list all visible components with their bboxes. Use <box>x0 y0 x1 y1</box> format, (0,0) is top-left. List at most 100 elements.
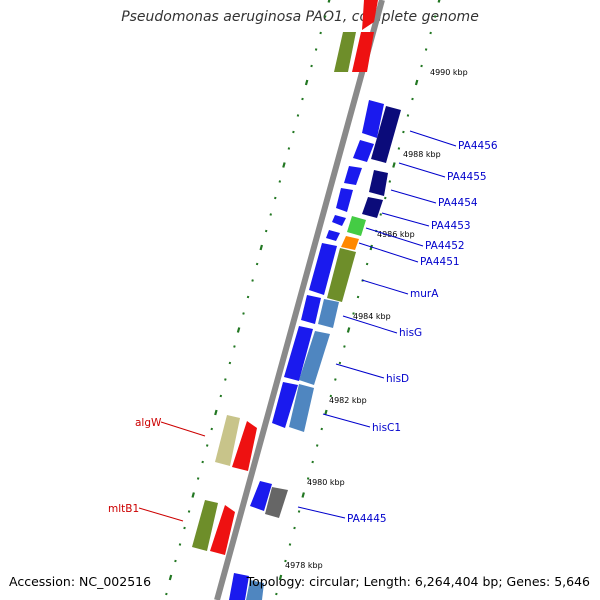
gene-feature[interactable] <box>272 382 298 428</box>
gene-feature[interactable] <box>332 215 346 226</box>
gene-feature[interactable] <box>369 170 388 196</box>
gene-feature[interactable] <box>309 243 337 295</box>
gene-label[interactable]: PA4456 <box>458 140 498 152</box>
tick-mark <box>210 427 213 431</box>
tick-label: 4986 kbp <box>377 230 415 239</box>
gene-feature[interactable] <box>210 505 235 555</box>
gene-feature[interactable] <box>362 0 378 30</box>
gene-feature[interactable] <box>284 326 313 381</box>
tick-mark <box>236 327 241 333</box>
tick-mark <box>219 394 223 398</box>
gene-label[interactable]: PA4453 <box>431 220 471 232</box>
tick-mark <box>388 180 392 183</box>
tick-mark <box>282 162 286 168</box>
tick-mark <box>288 543 292 546</box>
gene-feature[interactable] <box>229 573 249 600</box>
gene-feature[interactable] <box>336 188 353 212</box>
gene-feature[interactable] <box>341 236 359 250</box>
gene-label[interactable]: PA4454 <box>438 197 478 209</box>
gene-label[interactable]: hisC1 <box>372 422 401 434</box>
gene-feature[interactable] <box>371 106 401 163</box>
tick-label: 4982 kbp <box>329 396 367 405</box>
tick-mark <box>402 130 405 134</box>
gene-label[interactable]: PA4451 <box>420 256 460 268</box>
tick-mark <box>369 244 373 251</box>
tick-mark <box>356 295 360 299</box>
tick-mark <box>284 559 287 563</box>
tick-mark <box>334 378 337 381</box>
gene-label[interactable]: hisG <box>399 327 422 339</box>
gene-feature[interactable] <box>265 487 288 518</box>
gene-label[interactable]: PA4452 <box>425 240 465 252</box>
tick-mark <box>165 592 168 596</box>
gene-feature[interactable] <box>362 100 384 138</box>
gene-feature[interactable] <box>301 295 321 324</box>
gene-feature[interactable] <box>250 481 272 511</box>
tick-tracks <box>165 0 441 596</box>
gene-feature[interactable] <box>362 197 383 218</box>
tick-mark <box>420 64 423 68</box>
tick-label: 4988 kbp <box>403 150 441 159</box>
tick-mark <box>168 574 173 581</box>
tick-mark <box>293 526 296 530</box>
tick-mark <box>306 477 310 480</box>
tick-mark <box>315 444 319 447</box>
tick-mark <box>310 64 313 68</box>
tick-mark <box>233 345 236 348</box>
tick-mark <box>433 15 437 18</box>
tick-mark <box>296 114 300 117</box>
genome-backbone <box>214 0 385 600</box>
gene-feature[interactable] <box>334 32 356 72</box>
tick-mark <box>384 196 387 200</box>
tick-label: 4978 kbp <box>285 561 323 570</box>
gene-label[interactable]: murA <box>410 288 439 300</box>
tick-mark <box>274 196 277 200</box>
gene-label[interactable]: PA4445 <box>347 513 387 525</box>
tick-mark <box>287 147 291 150</box>
tick-mark <box>297 510 301 513</box>
tick-mark <box>397 147 401 150</box>
tick-mark <box>414 79 419 86</box>
tick-labels: 4990 kbp 4988 kbp 4986 kbp 4984 kbp 4982… <box>285 68 468 570</box>
gene-feature[interactable] <box>344 166 362 185</box>
gene-label[interactable]: mltB1 <box>108 503 139 515</box>
gene-feature[interactable] <box>299 331 330 385</box>
tick-mark <box>379 213 382 216</box>
gene-feature[interactable] <box>192 500 218 551</box>
gene-feature[interactable] <box>352 32 374 72</box>
gene-label[interactable]: hisD <box>386 373 409 385</box>
tick-mark <box>196 477 200 480</box>
gene-feature[interactable] <box>353 140 374 162</box>
genome-summary-text: Topology: circular; Length: 6,264,404 bp… <box>246 574 590 589</box>
tick-mark <box>251 279 254 282</box>
gene-feature[interactable] <box>289 384 314 432</box>
gene-features <box>192 0 401 600</box>
tick-mark <box>246 295 250 299</box>
tick-mark <box>424 48 428 51</box>
gene-feature[interactable] <box>232 421 257 471</box>
tick-mark <box>411 97 414 101</box>
tick-label: 4980 kbp <box>307 478 345 487</box>
gene-feature[interactable] <box>326 230 340 241</box>
tick-mark <box>242 312 245 315</box>
gene-feature[interactable] <box>246 580 264 600</box>
tick-mark <box>269 213 272 216</box>
tick-mark <box>183 526 186 530</box>
tick-mark <box>320 427 323 431</box>
tick-mark <box>319 31 322 35</box>
right-gene-labels: PA4456 PA4455 PA4454 PA4453 PA4452 PA445… <box>297 130 498 525</box>
tick-mark <box>214 409 218 416</box>
tick-mark <box>278 574 283 581</box>
tick-mark <box>392 162 396 168</box>
tick-mark <box>224 378 227 381</box>
gene-feature[interactable] <box>318 299 339 328</box>
gene-label[interactable]: algW <box>135 417 162 429</box>
gene-feature[interactable] <box>327 248 356 302</box>
tick-mark <box>365 262 369 266</box>
tick-mark <box>174 559 177 563</box>
gene-feature[interactable] <box>215 415 240 466</box>
gene-feature[interactable] <box>347 216 366 236</box>
tick-mark <box>329 394 333 398</box>
gene-label[interactable]: PA4455 <box>447 171 487 183</box>
